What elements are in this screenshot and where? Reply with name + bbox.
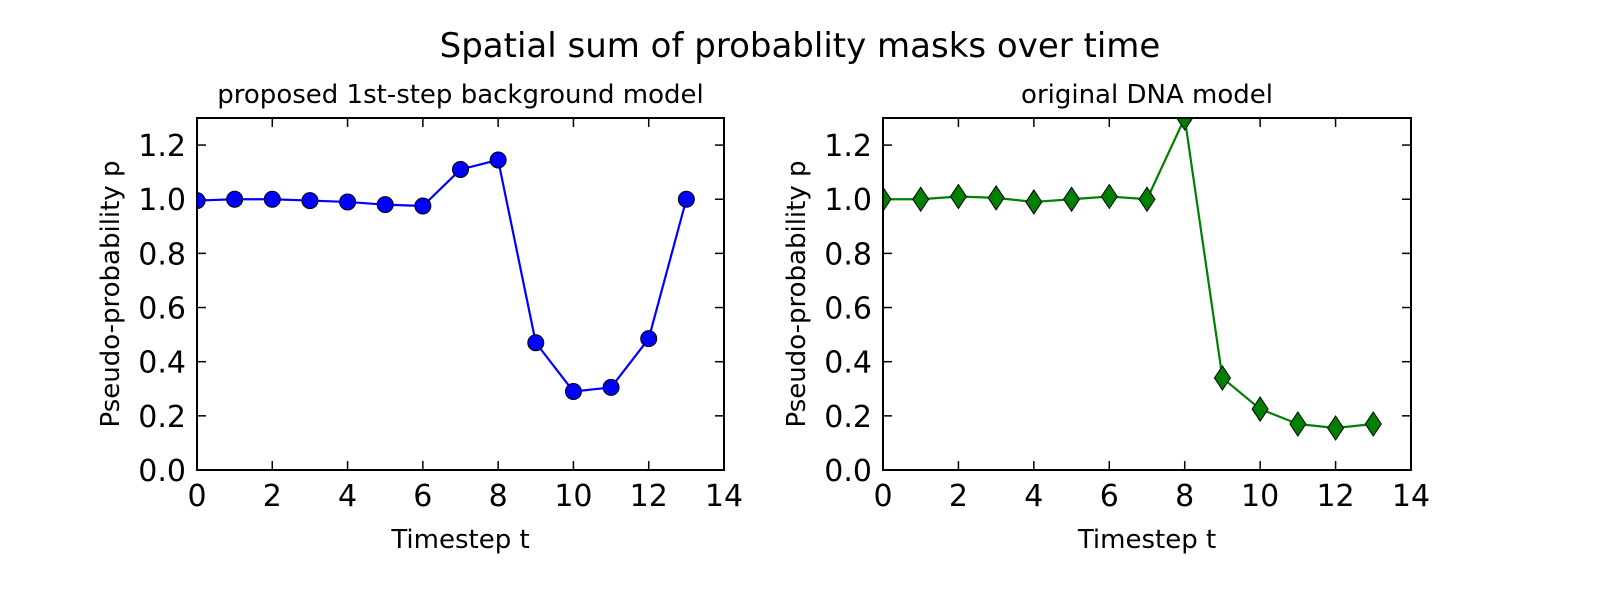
x-axis-label: Timestep t	[390, 525, 529, 555]
y-tick-label: 0.4	[138, 346, 186, 381]
x-tick-label: 4	[1024, 479, 1043, 514]
data-point	[1062, 186, 1081, 213]
data-point	[376, 196, 394, 214]
x-tick-label: 12	[1316, 479, 1354, 514]
y-tick-label: 0.8	[824, 237, 872, 272]
data-point	[339, 193, 357, 211]
plot-data	[883, 118, 1382, 441]
data-point	[1100, 183, 1118, 210]
y-tick-label: 0.6	[138, 292, 186, 327]
x-tick-label: 14	[705, 479, 743, 514]
plot-frame	[882, 117, 1412, 471]
data-point	[489, 151, 507, 169]
x-tick-label: 2	[263, 479, 282, 514]
x-tick-label: 12	[630, 479, 668, 514]
x-tick-label: 2	[949, 479, 968, 514]
data-point	[912, 186, 930, 213]
data-point	[1176, 118, 1194, 131]
y-axis-label: Pseudo-probability p	[782, 160, 812, 427]
data-point	[640, 330, 658, 348]
y-tick-label: 0.0	[138, 454, 186, 489]
data-point	[949, 183, 968, 210]
chart-title: original DNA model	[1021, 80, 1273, 110]
data-point	[263, 190, 281, 208]
x-tick-label: 0	[187, 479, 206, 514]
figure-title: Spatial sum of probablity masks over tim…	[440, 26, 1161, 66]
data-point	[1326, 415, 1345, 441]
data-point	[226, 190, 244, 208]
data-point	[1025, 189, 1043, 215]
x-tick-label: 0	[873, 479, 892, 514]
y-tick-label: 0.2	[138, 400, 186, 435]
x-tick-label: 4	[338, 479, 357, 514]
data-point	[452, 160, 469, 178]
x-tick-label: 14	[1392, 479, 1430, 514]
y-tick-label: 1.2	[138, 129, 186, 164]
chart-panel-2: 0 2 4 6 8 10 12 14 0.0 0.2 0.4 0.6 0.8 1.0 1.2 original…	[782, 80, 1430, 555]
chart-title: proposed 1st-step background model	[217, 80, 703, 110]
y-axis-label: Pseudo-probability p	[96, 160, 126, 427]
y-tick-label: 0.2	[824, 400, 872, 435]
data-point	[564, 382, 582, 400]
data-point	[1364, 411, 1382, 437]
data-point	[1138, 186, 1156, 213]
data-point	[1213, 365, 1232, 391]
x-tick-label: 10	[554, 479, 592, 514]
y-tick-label: 0.8	[138, 237, 186, 272]
data-point	[987, 184, 1005, 211]
y-tick-label: 1.0	[138, 183, 186, 218]
x-tick-label: 6	[1100, 479, 1119, 514]
data-point	[677, 190, 695, 208]
chart-panel-1: 0 2 4 6 8 10 12 14 0.0 0.2 0.4 0.6 0.8 1.0 1.2 proposed…	[96, 80, 743, 555]
plot-frame	[196, 117, 725, 471]
data-point	[197, 192, 206, 210]
x-tick-label: 10	[1241, 479, 1279, 514]
x-tick-label: 8	[1175, 479, 1194, 514]
y-tick-label: 0.0	[824, 454, 872, 489]
data-point	[883, 186, 892, 213]
y-tick-label: 1.0	[824, 183, 872, 218]
x-tick-label: 6	[413, 479, 432, 514]
data-point	[414, 197, 432, 215]
series-line	[883, 118, 1374, 430]
y-tick-label: 0.4	[824, 346, 872, 381]
data-point	[1251, 396, 1269, 422]
x-tick-label: 8	[489, 479, 508, 514]
data-point	[527, 334, 545, 352]
data-point	[602, 378, 620, 396]
data-point	[1289, 411, 1307, 437]
y-tick-label: 0.6	[824, 292, 872, 327]
x-axis-label: Timestep t	[1077, 525, 1216, 555]
y-tick-label: 1.2	[824, 129, 872, 164]
plot-data	[197, 151, 695, 400]
data-point	[301, 192, 319, 210]
